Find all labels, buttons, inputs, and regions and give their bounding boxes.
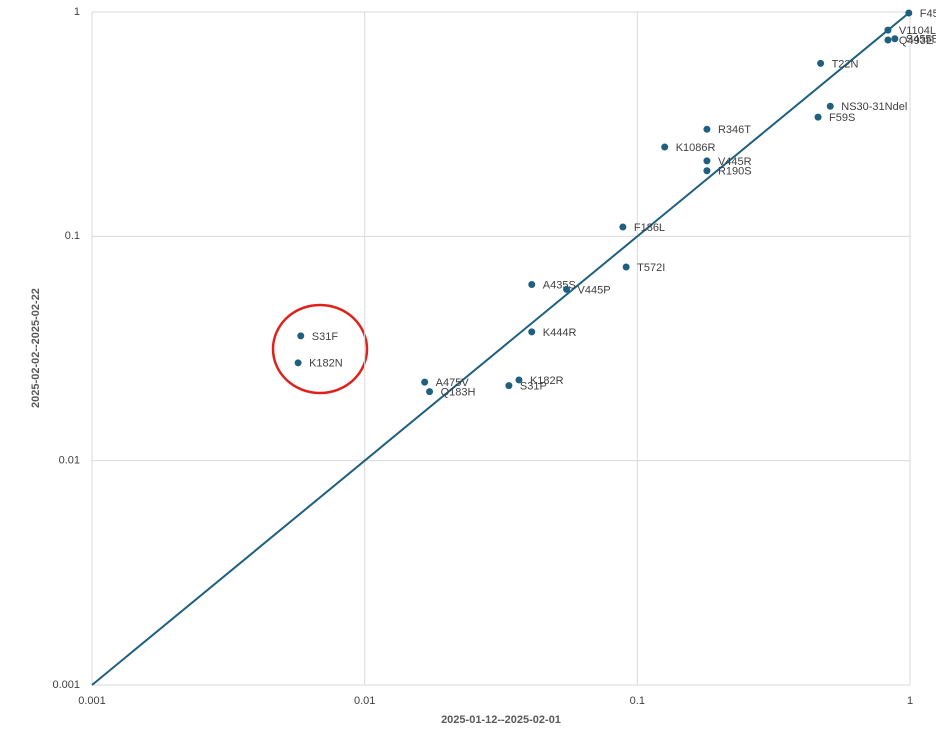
point xyxy=(563,285,571,293)
point-label: Q493E xyxy=(899,35,933,47)
point-label: T572I xyxy=(637,262,665,274)
point xyxy=(703,157,711,165)
point-label: T22N xyxy=(832,58,859,70)
x-tick-label: 1 xyxy=(907,695,913,707)
point xyxy=(814,113,822,121)
y-axis-title: 2025-02-02--2025-02-22 xyxy=(30,288,42,408)
highlight-circle xyxy=(271,303,369,395)
y-tick-label: 0.001 xyxy=(52,679,80,691)
point-label: F186L xyxy=(634,222,665,234)
point xyxy=(426,388,434,396)
reference-line xyxy=(91,11,911,686)
point-label: K1086R xyxy=(676,142,716,154)
point-label: V1104L xyxy=(899,25,936,37)
point xyxy=(294,359,302,367)
point xyxy=(505,382,513,390)
point-label: K182N xyxy=(309,358,343,370)
x-tick-label: 0.1 xyxy=(630,695,645,707)
point-label: A435S xyxy=(543,279,576,291)
point xyxy=(622,263,630,271)
x-tick-label: 0.01 xyxy=(354,695,375,707)
point-label: S455E xyxy=(906,34,936,46)
point xyxy=(528,280,536,288)
point-label: R346T xyxy=(718,124,751,136)
point xyxy=(884,26,892,34)
point xyxy=(891,35,899,43)
point-label: F59S xyxy=(829,112,855,124)
point-label: A475V xyxy=(436,377,470,389)
point-label: R190S xyxy=(718,166,752,178)
point-label: S31F xyxy=(312,331,339,343)
point xyxy=(661,143,669,151)
point xyxy=(619,223,627,231)
point xyxy=(905,9,913,17)
y-tick-label: 0.1 xyxy=(65,230,80,242)
x-tick-label: 0.001 xyxy=(78,695,106,707)
point-label: S31P xyxy=(520,381,547,393)
point xyxy=(817,59,825,67)
point xyxy=(884,36,892,44)
y-tick-label: 1 xyxy=(74,6,80,18)
point xyxy=(421,378,429,386)
point xyxy=(297,332,305,340)
point-label: NS30-31Ndel xyxy=(841,101,907,113)
point-label: V445P xyxy=(578,284,611,296)
point-label: F456L xyxy=(920,8,936,20)
point-label: Q183H xyxy=(441,387,476,399)
x-axis-title: 2025-01-12--2025-02-01 xyxy=(441,714,561,726)
y-tick-label: 0.01 xyxy=(59,455,80,467)
point-label: K444R xyxy=(543,327,577,339)
point xyxy=(528,328,536,336)
point-label: K182R xyxy=(530,375,564,387)
point xyxy=(515,376,523,384)
point xyxy=(703,125,711,133)
point-label: V445R xyxy=(718,156,752,168)
point xyxy=(703,167,711,175)
point xyxy=(826,102,834,110)
